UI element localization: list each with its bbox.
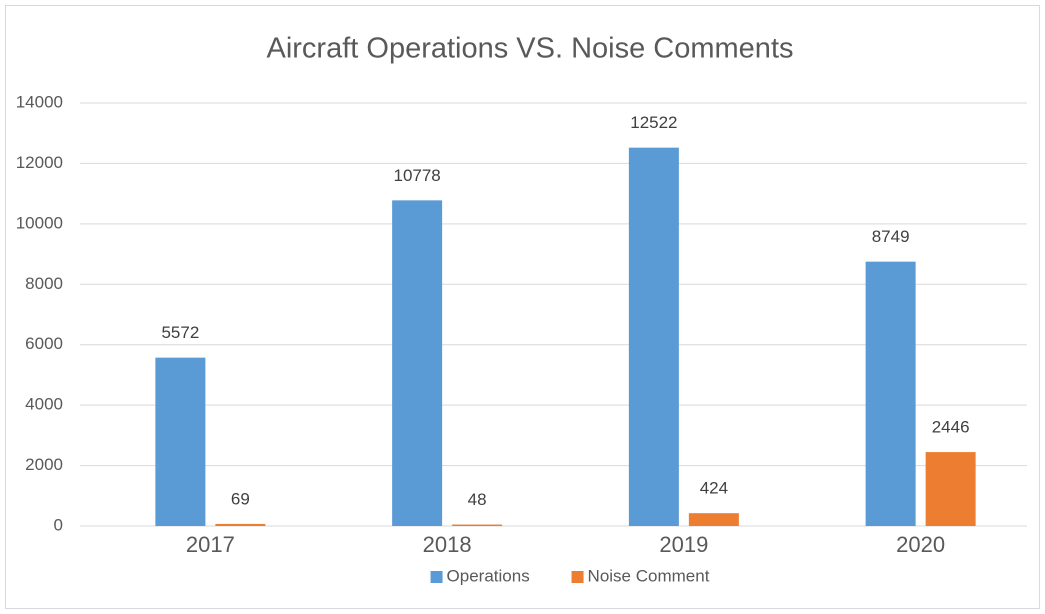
y-tick-label: 6000	[25, 334, 63, 353]
y-tick-label: 14000	[16, 92, 63, 111]
x-tick-label: 2019	[659, 532, 708, 557]
y-tick-label: 0	[54, 515, 63, 534]
data-label: 48	[468, 490, 487, 509]
bar	[688, 513, 739, 526]
bar	[628, 147, 679, 526]
data-label: 10778	[393, 166, 440, 185]
y-tick-label: 4000	[25, 395, 63, 414]
data-label: 12522	[630, 113, 677, 132]
y-tick-label: 10000	[16, 213, 63, 232]
legend-swatch	[430, 571, 443, 583]
x-tick-label: 2018	[423, 532, 472, 557]
bar	[452, 524, 503, 526]
x-tick-label: 2020	[896, 532, 945, 557]
legend-label: Operations	[447, 566, 530, 585]
bar	[925, 452, 976, 526]
data-label: 8749	[872, 227, 910, 246]
y-tick-label: 2000	[25, 455, 63, 474]
chart-title: Aircraft Operations VS. Noise Comments	[266, 33, 793, 65]
bar	[392, 200, 443, 526]
data-label: 69	[231, 489, 250, 508]
bar	[865, 261, 916, 526]
data-label: 424	[700, 479, 728, 498]
data-label: 5572	[161, 323, 199, 342]
data-label: 2446	[932, 418, 970, 437]
x-tick-label: 2017	[186, 532, 235, 557]
legend-swatch	[571, 571, 584, 583]
y-tick-label: 12000	[16, 153, 63, 172]
legend-label: Noise Comment	[588, 566, 710, 585]
bar	[155, 357, 206, 526]
bar	[215, 523, 266, 526]
y-tick-label: 8000	[25, 274, 63, 293]
